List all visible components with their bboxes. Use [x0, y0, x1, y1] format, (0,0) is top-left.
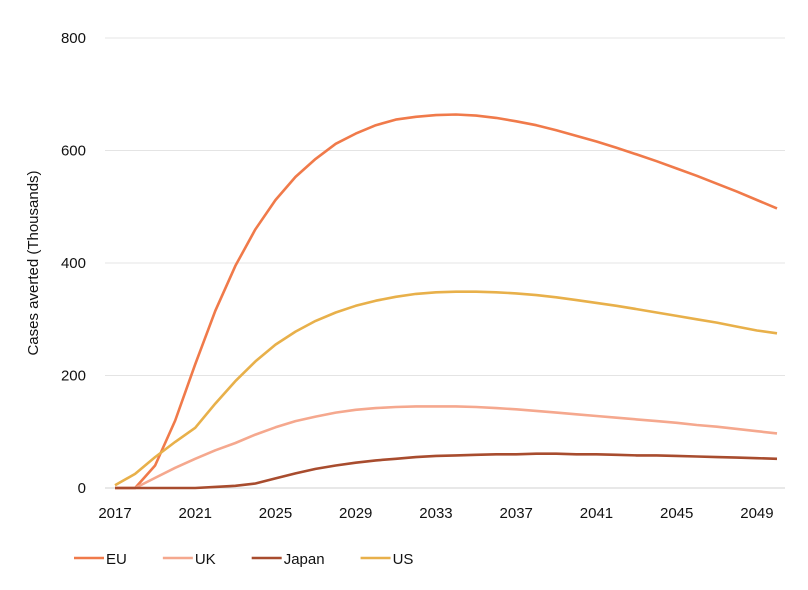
legend-label: US	[393, 551, 414, 568]
y-axis-label: Cases averted (Thousands)	[25, 170, 42, 355]
x-tick-label: 2017	[98, 505, 131, 522]
x-tick-label: 2021	[179, 505, 212, 522]
series-line-japan	[115, 452, 778, 490]
legend-item-uk: UK	[162, 551, 216, 568]
y-tick-label: 200	[61, 368, 86, 385]
x-tick-label: 2033	[419, 505, 452, 522]
x-tick-label: 2045	[660, 505, 693, 522]
legend-label: UK	[195, 551, 216, 568]
x-tick-label: 2041	[580, 505, 613, 522]
legend-item-eu: EU	[74, 551, 127, 568]
legend-item-us: US	[360, 551, 414, 568]
y-tick-label: 800	[61, 30, 86, 47]
x-tick-label: 2049	[740, 505, 773, 522]
series-line-eu	[115, 113, 778, 490]
legend-label: EU	[106, 551, 127, 568]
x-tick-label: 2029	[339, 505, 372, 522]
y-tick-label: 400	[61, 255, 86, 272]
y-tick-label: 600	[61, 143, 86, 160]
series-line-us	[114, 290, 778, 487]
legend-item-japan: Japan	[251, 551, 325, 568]
legend-label: Japan	[284, 551, 325, 568]
series-line-uk	[115, 405, 778, 490]
x-tick-label: 2037	[500, 505, 533, 522]
y-tick-label: 0	[78, 480, 86, 497]
x-tick-label: 2025	[259, 505, 292, 522]
